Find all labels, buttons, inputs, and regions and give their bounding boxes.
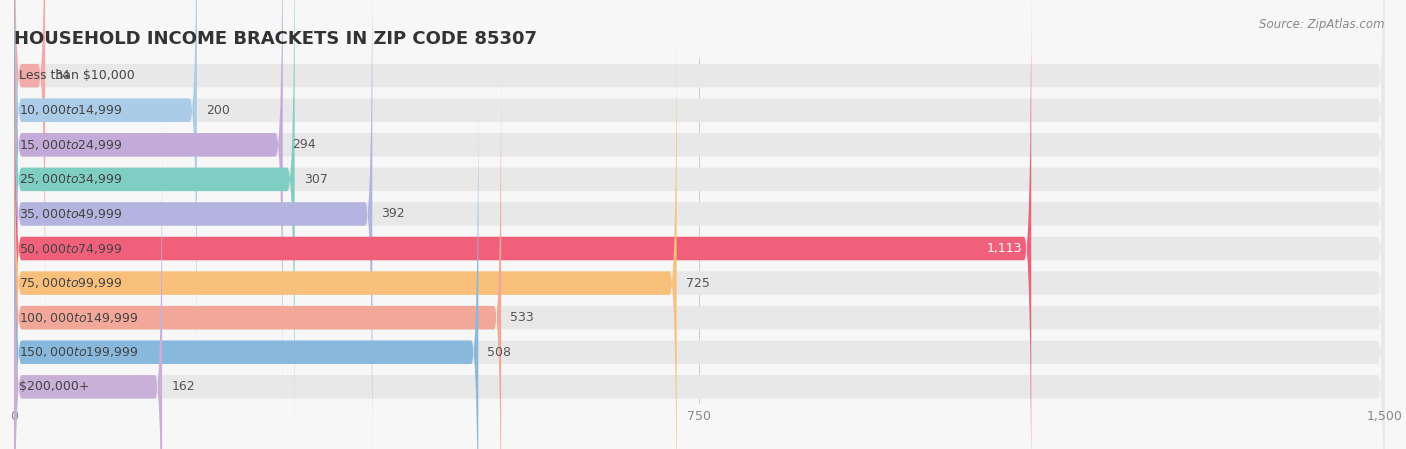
Text: 34: 34 <box>55 69 70 82</box>
Text: $75,000 to $99,999: $75,000 to $99,999 <box>18 276 122 290</box>
FancyBboxPatch shape <box>14 18 676 449</box>
Text: 725: 725 <box>686 277 710 290</box>
Text: Source: ZipAtlas.com: Source: ZipAtlas.com <box>1260 18 1385 31</box>
FancyBboxPatch shape <box>14 53 1385 449</box>
FancyBboxPatch shape <box>14 0 45 340</box>
FancyBboxPatch shape <box>14 0 295 444</box>
FancyBboxPatch shape <box>14 53 501 449</box>
Text: $25,000 to $34,999: $25,000 to $34,999 <box>18 172 122 186</box>
FancyBboxPatch shape <box>14 122 162 449</box>
Text: 1,113: 1,113 <box>987 242 1022 255</box>
Text: $150,000 to $199,999: $150,000 to $199,999 <box>18 345 138 359</box>
FancyBboxPatch shape <box>14 0 1385 449</box>
Text: 200: 200 <box>207 104 229 117</box>
Text: $15,000 to $24,999: $15,000 to $24,999 <box>18 138 122 152</box>
Text: 162: 162 <box>172 380 195 393</box>
FancyBboxPatch shape <box>14 0 1385 375</box>
FancyBboxPatch shape <box>14 0 283 409</box>
Text: $200,000+: $200,000+ <box>18 380 89 393</box>
FancyBboxPatch shape <box>14 0 1385 340</box>
FancyBboxPatch shape <box>14 0 1385 449</box>
FancyBboxPatch shape <box>14 88 1385 449</box>
Text: 294: 294 <box>292 138 315 151</box>
FancyBboxPatch shape <box>14 88 478 449</box>
Text: 307: 307 <box>304 173 328 186</box>
Text: Less than $10,000: Less than $10,000 <box>18 69 135 82</box>
Text: $35,000 to $49,999: $35,000 to $49,999 <box>18 207 122 221</box>
Text: HOUSEHOLD INCOME BRACKETS IN ZIP CODE 85307: HOUSEHOLD INCOME BRACKETS IN ZIP CODE 85… <box>14 31 537 48</box>
FancyBboxPatch shape <box>14 0 1031 449</box>
FancyBboxPatch shape <box>14 0 197 375</box>
FancyBboxPatch shape <box>14 18 1385 449</box>
Text: $10,000 to $14,999: $10,000 to $14,999 <box>18 103 122 117</box>
Text: 533: 533 <box>510 311 534 324</box>
FancyBboxPatch shape <box>14 0 1385 444</box>
FancyBboxPatch shape <box>14 0 373 449</box>
Text: $50,000 to $74,999: $50,000 to $74,999 <box>18 242 122 255</box>
Text: 508: 508 <box>488 346 512 359</box>
Text: $100,000 to $149,999: $100,000 to $149,999 <box>18 311 138 325</box>
FancyBboxPatch shape <box>14 0 1385 409</box>
Text: 392: 392 <box>381 207 405 220</box>
FancyBboxPatch shape <box>14 122 1385 449</box>
